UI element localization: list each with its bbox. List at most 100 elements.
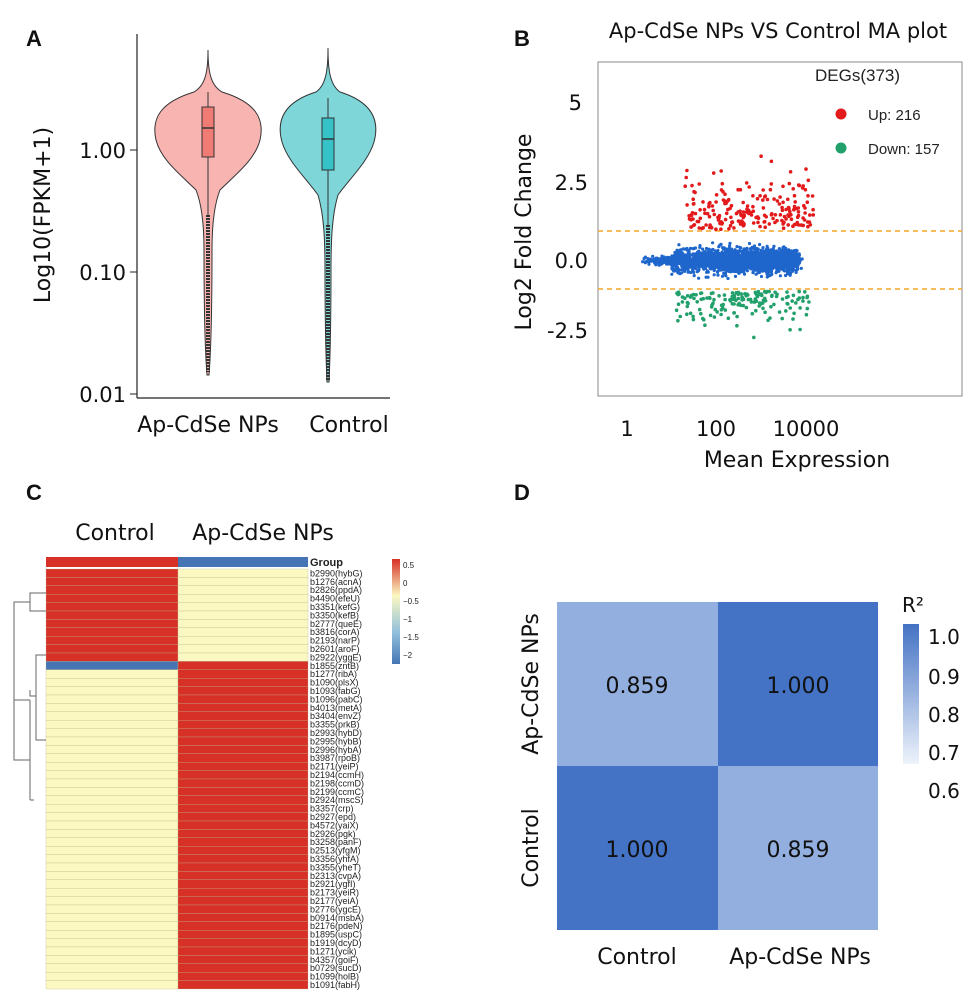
x-category-label: Control [597, 945, 677, 970]
point-down [719, 312, 723, 317]
point-down [685, 294, 690, 298]
y-category-label: Ap-CdSe NPs [519, 613, 544, 755]
point-down [773, 290, 777, 295]
heatmap-cell [45, 577, 179, 586]
point-up [684, 175, 688, 180]
point-not-significant [767, 265, 771, 270]
point-up [723, 192, 727, 196]
point-not-significant [734, 268, 738, 272]
point-up [771, 216, 775, 221]
point-up [802, 203, 806, 208]
point-up [803, 187, 808, 192]
point-not-significant [735, 253, 739, 258]
column-label: Ap-CdSe NPs [192, 521, 334, 546]
point-not-significant [668, 257, 672, 261]
point-not-significant [729, 261, 733, 265]
point-down [709, 291, 714, 296]
heatmap-cell [177, 930, 309, 939]
point-not-significant [693, 246, 698, 250]
heatmap-cell [45, 686, 179, 696]
point-not-significant [793, 254, 797, 258]
point-down [797, 296, 802, 300]
point-up [761, 198, 765, 202]
heatmap-cell [177, 955, 309, 964]
point-not-significant [745, 246, 749, 250]
point-down [740, 295, 744, 299]
point-down [739, 303, 743, 308]
point-not-significant [646, 257, 650, 261]
point-not-significant [744, 252, 749, 257]
point-up [767, 222, 772, 226]
point-not-significant [795, 265, 799, 269]
point-up [762, 195, 767, 199]
heatmap-row-label: b2990(hybG) [310, 568, 363, 578]
heatmap-cell [177, 711, 309, 721]
point-down [756, 289, 761, 294]
heatmap-row-label: b2996(hybA) [310, 745, 362, 755]
point-down [772, 302, 776, 307]
heatmap-row-label: b2922(yggE) [310, 652, 362, 662]
heatmap-cell [45, 602, 179, 612]
point-not-significant [707, 263, 712, 267]
point-not-significant [800, 257, 804, 261]
point-not-significant [721, 247, 726, 251]
point-up [732, 226, 736, 230]
x-category-label: Ap-CdSe NPs [729, 945, 871, 970]
point-not-significant [763, 253, 767, 257]
point-not-significant [755, 247, 759, 251]
heatmap-cell [177, 888, 309, 897]
point-not-significant [754, 250, 758, 254]
point-not-significant [724, 274, 728, 278]
point-not-significant [708, 257, 713, 261]
point-not-significant [676, 267, 680, 271]
point-not-significant [784, 248, 788, 252]
point-up [740, 219, 744, 223]
point-not-significant [728, 241, 732, 245]
legend-tick: −1.5 [403, 633, 419, 642]
point-up [788, 170, 793, 174]
point-down [801, 299, 805, 303]
point-down [804, 312, 809, 317]
heatmap-row-label: b2194(ccmH) [310, 770, 364, 780]
point-down [784, 309, 788, 313]
point-not-significant [756, 262, 760, 266]
point-not-significant [750, 259, 754, 263]
point-up [691, 197, 695, 201]
legend-tick: 0.5 [403, 561, 415, 570]
point-down [803, 290, 807, 294]
heatmap-row-label: b1895(uspC) [310, 930, 362, 940]
heatmap-cell [45, 594, 179, 603]
point-not-significant [704, 259, 709, 263]
point-not-significant [742, 250, 746, 254]
point-down [674, 308, 679, 313]
point-down [711, 301, 715, 306]
point-down [719, 303, 724, 308]
point-not-significant [790, 267, 794, 271]
point-not-significant [766, 246, 770, 250]
y-tick-label: 0.01 [79, 383, 126, 407]
point-not-significant [765, 275, 769, 279]
heatmap-cell [177, 787, 309, 796]
heatmap-row-label: b0914(msbA) [310, 913, 364, 923]
point-up [736, 187, 740, 192]
point-up [781, 222, 785, 226]
point-down [746, 297, 751, 302]
point-not-significant [776, 263, 780, 268]
legend-marker-up [835, 108, 847, 120]
point-down [736, 303, 740, 307]
heatmap-cell [45, 888, 179, 897]
point-not-significant [750, 255, 754, 259]
point-not-significant [766, 255, 771, 259]
point-not-significant [672, 259, 676, 264]
point-down [770, 294, 774, 299]
point-not-significant [789, 271, 793, 275]
heatmap-row-label: b2826(ppdA) [310, 585, 362, 595]
y-tick-label: 1.00 [79, 139, 126, 163]
point-not-significant [712, 273, 716, 277]
point-not-significant [685, 259, 689, 263]
point-down [739, 292, 743, 296]
heatmap-cell [45, 762, 179, 771]
point-not-significant [729, 268, 733, 273]
colorbar-tick: 0.6 [928, 779, 960, 803]
point-not-significant [706, 250, 711, 254]
